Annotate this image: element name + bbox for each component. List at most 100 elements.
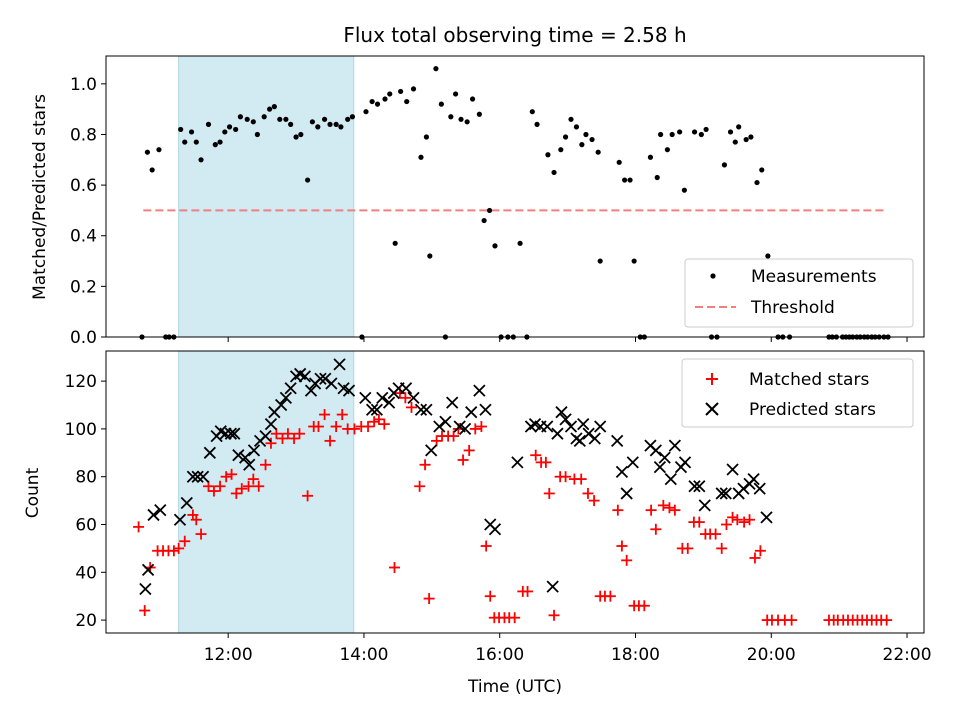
shade-rect-bottom bbox=[178, 350, 355, 634]
measurement-point bbox=[261, 114, 267, 120]
x-tick-label: 14:00 bbox=[339, 645, 388, 665]
top-y-tick-label: 0.6 bbox=[70, 176, 97, 196]
predicted-star-point bbox=[511, 456, 524, 469]
predicted-star-point bbox=[433, 420, 446, 433]
predicted-star-point bbox=[737, 482, 750, 495]
predicted-star-point bbox=[726, 463, 739, 476]
predicted-star-point bbox=[232, 449, 245, 462]
matched-star-point bbox=[621, 554, 633, 566]
bottom-y-tick-label: 120 bbox=[65, 372, 97, 392]
predicted-star-point bbox=[370, 403, 383, 416]
matched-star-point bbox=[560, 471, 572, 483]
measurement-point bbox=[677, 129, 683, 135]
matched-star-point bbox=[881, 614, 893, 626]
predicted-star-point bbox=[264, 417, 278, 431]
bottom-y-axis-label: Count bbox=[23, 467, 43, 518]
measurement-point bbox=[309, 119, 315, 125]
chart-title: Flux total observing time = 2.58 h bbox=[343, 23, 686, 47]
measurement-point bbox=[423, 134, 430, 140]
measurement-point bbox=[481, 217, 487, 224]
matched-star-point bbox=[548, 609, 560, 621]
measurement-point bbox=[305, 177, 311, 183]
bottom-y-tick-label: 40 bbox=[75, 563, 97, 583]
measurement-point bbox=[464, 119, 470, 125]
predicted-star-point bbox=[698, 499, 711, 512]
measurement-point bbox=[691, 129, 698, 135]
predicted-star-point bbox=[551, 427, 564, 440]
measurement-point bbox=[392, 240, 398, 246]
measurement-point bbox=[727, 129, 734, 135]
matched-star-point bbox=[265, 437, 277, 449]
matched-star-point bbox=[530, 449, 542, 461]
predicted-star-point bbox=[203, 446, 216, 459]
measurement-point bbox=[647, 154, 654, 160]
predicted-star-point bbox=[224, 427, 238, 440]
predicted-star-point bbox=[678, 456, 692, 469]
matched-star-point bbox=[463, 444, 475, 456]
legend-measurements-label: Measurements bbox=[751, 267, 877, 287]
measurement-point bbox=[327, 121, 333, 127]
measurement-point bbox=[298, 131, 304, 138]
matched-star-point bbox=[754, 545, 766, 557]
matched-star-point bbox=[236, 483, 248, 495]
measurement-point bbox=[178, 126, 184, 133]
predicted-star-point bbox=[658, 451, 671, 464]
matched-star-point bbox=[431, 435, 443, 447]
matched-star-point bbox=[190, 514, 202, 526]
predicted-star-point bbox=[141, 563, 155, 577]
measurement-point bbox=[534, 121, 540, 127]
predicted-star-point bbox=[753, 482, 766, 495]
matched-star-point bbox=[716, 542, 728, 554]
matched-star-point bbox=[405, 401, 417, 413]
matched-star-point bbox=[336, 409, 348, 421]
matched-star-point bbox=[419, 459, 431, 471]
matched-star-point bbox=[650, 523, 662, 535]
matched-star-point bbox=[399, 392, 411, 404]
top-y-tick-label: 0.2 bbox=[70, 277, 97, 297]
measurement-point bbox=[748, 134, 754, 140]
predicted-star-point bbox=[219, 427, 232, 440]
measurement-point bbox=[267, 106, 273, 112]
matched-star-point bbox=[139, 605, 151, 617]
predicted-star-point bbox=[555, 406, 568, 419]
predicted-star-point bbox=[653, 461, 667, 474]
top-y-tick-label: 0.0 bbox=[70, 328, 97, 348]
predicted-star-point bbox=[594, 420, 607, 433]
measurement-point bbox=[583, 131, 589, 138]
matched-star-point bbox=[260, 459, 272, 471]
matched-star-point bbox=[509, 612, 521, 624]
measurement-points bbox=[139, 66, 891, 340]
matched-star-point bbox=[362, 421, 374, 433]
bottom-y-tick-label: 100 bbox=[65, 420, 97, 440]
predicted-star-point bbox=[688, 480, 701, 493]
matched-star-point bbox=[604, 590, 616, 602]
measurement-point bbox=[627, 177, 633, 183]
top-y-axis-label: Matched/Predicted stars bbox=[30, 94, 50, 300]
predicted-star-point bbox=[668, 439, 682, 452]
measurement-point bbox=[664, 147, 670, 153]
matched-star-point bbox=[179, 535, 191, 547]
x-axis-label: Time (UTC) bbox=[467, 677, 562, 697]
measurement-point bbox=[448, 114, 454, 120]
matched-star-point bbox=[588, 495, 600, 507]
measurement-point bbox=[743, 136, 749, 143]
measurement-point bbox=[492, 243, 498, 249]
top-legend-box bbox=[684, 258, 914, 328]
predicted-star-point bbox=[747, 472, 760, 486]
matched-star-point bbox=[253, 480, 265, 492]
matched-star-point bbox=[786, 614, 798, 626]
measurement-point bbox=[244, 116, 250, 122]
x-tick-label: 12:00 bbox=[204, 645, 253, 665]
legend-measurements-marker bbox=[710, 273, 716, 279]
measurement-point bbox=[698, 131, 704, 138]
measurement-point bbox=[398, 88, 404, 95]
predicted-star-point bbox=[279, 391, 293, 404]
measurement-point bbox=[250, 119, 256, 125]
measurement-point bbox=[427, 253, 433, 259]
matched-star-point bbox=[288, 432, 300, 444]
matched-star-point bbox=[214, 480, 226, 492]
predicted-star-point bbox=[588, 432, 601, 445]
measurement-point bbox=[212, 142, 218, 148]
matched-star-point bbox=[368, 416, 380, 428]
